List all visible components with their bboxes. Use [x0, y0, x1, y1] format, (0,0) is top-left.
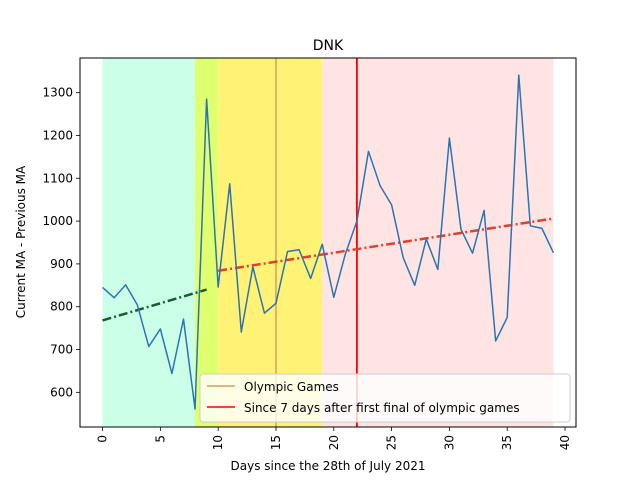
x-tick-label: 15: [269, 435, 283, 450]
y-tick-label: 800: [50, 300, 73, 314]
y-tick-label: 1300: [42, 86, 73, 100]
trendline-1: [217, 217, 554, 272]
legend: Olympic Games Since 7 days after first f…: [199, 373, 571, 423]
region-0: [102, 58, 196, 427]
chart-title: DNK: [313, 38, 344, 54]
y-tick-label: 1000: [42, 214, 73, 228]
trendline-0: [102, 288, 207, 322]
y-tick-label: 1100: [42, 171, 73, 185]
x-tick-label: 20: [327, 435, 341, 450]
y-axis-label: Current MA - Previous MA: [14, 165, 28, 318]
y-tick-label: 700: [50, 343, 73, 357]
y-tick-label: 1200: [42, 128, 73, 142]
x-axis-label: Days since the 28th of July 2021: [231, 459, 426, 473]
x-axis-ticks: 0 5 10 15 20 25 30 35 40: [96, 427, 572, 450]
x-tick-label: 0: [96, 435, 110, 443]
y-tick-label: 600: [50, 385, 73, 399]
series-line-0: [102, 74, 555, 410]
y-axis-ticks: 600 700 800 900 1000 1100 1200 1300: [42, 86, 80, 399]
x-tick-label: 40: [558, 435, 572, 450]
region-2: [218, 58, 323, 427]
data-series: [102, 74, 555, 410]
x-tick-label: 10: [211, 435, 225, 450]
vertical-lines: [275, 58, 358, 427]
x-tick-label: 35: [500, 435, 514, 450]
shaded-regions: [102, 58, 554, 427]
legend-label-olympic-games: Olympic Games: [244, 380, 339, 394]
legend-box: [199, 373, 571, 423]
legend-label-since-7-days: Since 7 days after first final of olympi…: [244, 401, 520, 415]
trendlines: [102, 217, 554, 322]
region-3: [322, 58, 554, 427]
plot-frame: [79, 57, 577, 428]
x-tick-label: 30: [442, 435, 456, 450]
region-1: [195, 58, 219, 427]
x-tick-label: 25: [385, 435, 399, 450]
x-tick-label: 5: [153, 435, 167, 443]
y-tick-label: 900: [50, 257, 73, 271]
